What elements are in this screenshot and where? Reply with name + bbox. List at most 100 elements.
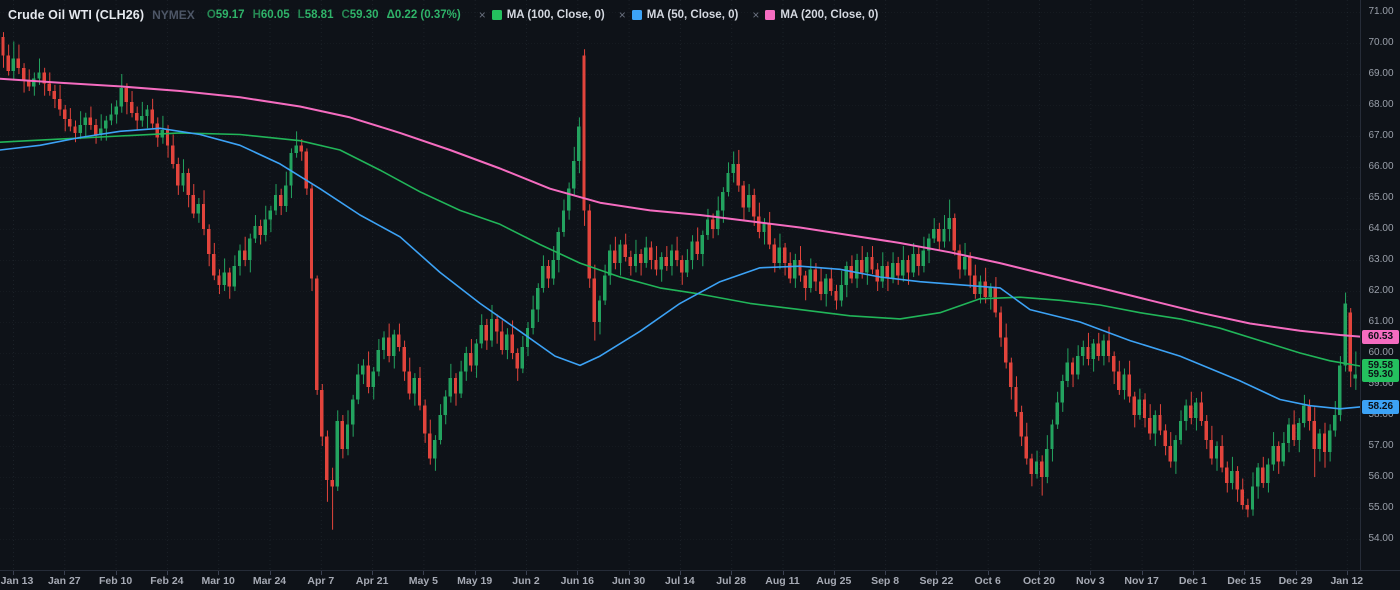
price-axis-label: 59.00 xyxy=(1368,378,1394,389)
time-axis-tick xyxy=(13,571,14,575)
time-axis-label: Jan 13 xyxy=(0,575,34,587)
ma50-color-swatch xyxy=(631,10,642,20)
time-axis-label: Oct 6 xyxy=(974,575,1001,587)
low-value: L58.81 xyxy=(297,9,334,21)
time-axis-label: Jul 28 xyxy=(716,575,747,587)
ma50-price-label: 58.26 xyxy=(1362,399,1399,414)
indicator-label: MA (100, Close, 0) xyxy=(506,9,605,21)
price-axis-label: 63.00 xyxy=(1368,254,1394,265)
price-axis-label: 68.00 xyxy=(1368,99,1394,110)
time-axis-label: Jun 16 xyxy=(560,575,594,587)
change-value: Δ0.22 (0.37%) xyxy=(386,9,461,21)
price-axis-label: 65.00 xyxy=(1368,192,1394,203)
ma200-price-label: 60.53 xyxy=(1362,329,1399,344)
time-axis-tick xyxy=(1090,571,1092,575)
time-axis-tick xyxy=(987,571,989,575)
indicator-label: MA (50, Close, 0) xyxy=(646,9,739,21)
price-axis-label: 60.00 xyxy=(1368,347,1394,358)
price-axis-label: 57.00 xyxy=(1368,440,1394,451)
indicator-legend-ma50[interactable]: × MA (50, Close, 0) xyxy=(619,8,739,22)
time-axis-tick xyxy=(833,571,835,575)
indicator-legend-ma100[interactable]: × MA (100, Close, 0) xyxy=(479,8,605,22)
time-axis-tick xyxy=(885,571,887,575)
candlestick-chart[interactable] xyxy=(0,0,1360,570)
time-axis-label: Jul 14 xyxy=(665,575,695,587)
price-axis-label: 69.00 xyxy=(1368,68,1394,79)
chart-header: Crude Oil WTI (CLH26) NYMEX O59.17 H60.0… xyxy=(8,5,878,25)
remove-indicator-icon[interactable]: × xyxy=(478,8,486,22)
time-axis-tick xyxy=(1244,571,1246,575)
time-axis-label: May 5 xyxy=(408,575,438,587)
time-axis-label: Mar 10 xyxy=(201,575,235,587)
time-axis-tick xyxy=(936,571,938,575)
time-axis-tick xyxy=(679,571,681,575)
time-axis-tick xyxy=(64,571,66,575)
time-axis-tick xyxy=(628,571,630,575)
time-axis-tick xyxy=(731,571,733,575)
time-axis-tick xyxy=(1346,571,1348,575)
price-axis-label: 55.00 xyxy=(1368,502,1394,513)
time-axis-tick xyxy=(115,571,117,575)
time-axis-label: Mar 24 xyxy=(252,575,287,587)
time-axis-label: Aug 25 xyxy=(816,575,852,587)
time-axis-label: Oct 20 xyxy=(1022,575,1056,587)
remove-indicator-icon[interactable]: × xyxy=(618,8,626,22)
time-axis-label: Apr 21 xyxy=(355,575,389,587)
time-axis-tick xyxy=(372,571,374,575)
ma200-color-swatch xyxy=(765,10,776,20)
time-axis-tick xyxy=(474,571,476,575)
time-axis-tick xyxy=(1295,571,1297,575)
high-value: H60.05 xyxy=(252,9,290,21)
time-axis-tick xyxy=(526,571,527,575)
time-axis-label: Apr 7 xyxy=(307,575,335,587)
time-axis-tick xyxy=(218,571,220,575)
price-axis-label: 67.00 xyxy=(1368,130,1394,141)
time-axis-tick xyxy=(269,571,271,575)
indicator-label: MA (200, Close, 0) xyxy=(780,9,879,21)
time-axis-label: Jun 30 xyxy=(611,575,646,587)
time-axis-tick xyxy=(782,571,784,575)
time-axis-tick xyxy=(1141,571,1143,575)
time-axis[interactable]: Jan 13 Jan 27 Feb 10 Feb 24 Mar 10 Mar 24 Apr … xyxy=(0,570,1400,590)
price-axis-label: 58.00 xyxy=(1368,409,1394,420)
time-axis-tick xyxy=(1192,571,1194,575)
time-axis-label: Dec 29 xyxy=(1278,575,1313,587)
price-axis-label: 70.00 xyxy=(1368,37,1394,48)
ma100-color-swatch xyxy=(491,10,502,20)
price-axis-label: 61.00 xyxy=(1368,316,1394,327)
time-axis-label: Dec 1 xyxy=(1178,575,1207,587)
price-axis-label: 66.00 xyxy=(1368,161,1394,172)
time-axis-label: Dec 15 xyxy=(1227,575,1262,587)
indicator-legend-ma200[interactable]: × MA (200, Close, 0) xyxy=(752,8,878,22)
close-value: C59.30 xyxy=(341,9,379,21)
time-axis-tick xyxy=(1039,571,1040,575)
ohlc-readout: O59.17 H60.05 L58.81 C59.30 xyxy=(207,9,387,21)
time-axis-label: Sep 22 xyxy=(919,575,954,587)
time-axis-tick xyxy=(320,571,322,575)
time-axis-label: Jan 27 xyxy=(47,575,81,587)
time-axis-label: Jan 12 xyxy=(1330,575,1364,587)
price-axis[interactable]: 71.00 70.00 69.00 68.00 67.00 66.00 65.00 64.00… xyxy=(1360,0,1400,570)
chart-canvas[interactable] xyxy=(0,0,1360,570)
price-axis-label: 64.00 xyxy=(1368,223,1394,234)
time-axis-label: Nov 17 xyxy=(1124,575,1159,587)
time-axis-label: Feb 10 xyxy=(98,575,133,587)
last-price-label: 59.30 xyxy=(1362,367,1399,382)
symbol-title[interactable]: Crude Oil WTI (CLH26) xyxy=(8,8,145,22)
remove-indicator-icon[interactable]: × xyxy=(752,8,760,22)
time-axis-label: Nov 3 xyxy=(1076,575,1105,587)
price-axis-label: 71.00 xyxy=(1368,6,1394,17)
price-axis-label: 54.00 xyxy=(1368,533,1394,544)
time-axis-label: Sep 8 xyxy=(871,575,900,587)
time-axis-label: Jun 2 xyxy=(512,575,540,587)
time-axis-label: May 19 xyxy=(457,575,493,587)
open-value: O59.17 xyxy=(206,9,245,21)
time-axis-tick xyxy=(423,571,425,575)
price-axis-label: 56.00 xyxy=(1368,471,1394,482)
time-axis-label: Aug 11 xyxy=(765,575,800,587)
time-axis-label: Feb 24 xyxy=(150,575,184,587)
price-axis-label: 62.00 xyxy=(1368,285,1394,296)
exchange-label: NYMEX xyxy=(152,8,195,22)
time-axis-tick xyxy=(166,571,168,575)
